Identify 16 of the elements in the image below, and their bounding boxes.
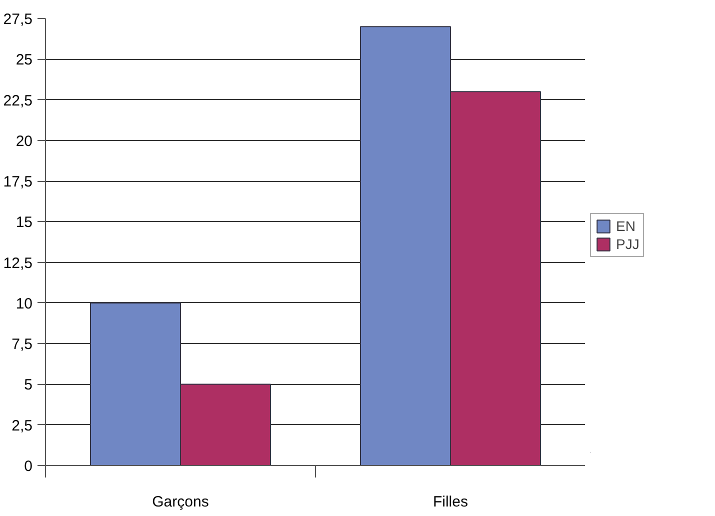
y-tick-label: 15 xyxy=(16,214,33,232)
y-tick-label: 5 xyxy=(24,376,32,394)
y-tick-label: 17,5 xyxy=(3,174,33,191)
y-tick-label: 7,5 xyxy=(12,336,33,354)
legend-label: EN xyxy=(616,218,636,234)
legend-label: PJJ xyxy=(616,236,640,252)
y-tick-label: 12,5 xyxy=(3,254,33,272)
y-tick-label: 27,5 xyxy=(3,11,33,28)
y-tick-label: 10 xyxy=(16,295,33,312)
y-tick-label: 22,5 xyxy=(3,92,33,110)
x-tick-label: Filles xyxy=(433,494,468,510)
y-tick-label: 2,5 xyxy=(12,417,33,434)
y-tick-label: 25 xyxy=(16,52,33,69)
x-tick-label: Garçons xyxy=(152,494,209,510)
y-tick-label: 0 xyxy=(24,458,32,475)
y-tick-label: 20 xyxy=(16,132,33,150)
